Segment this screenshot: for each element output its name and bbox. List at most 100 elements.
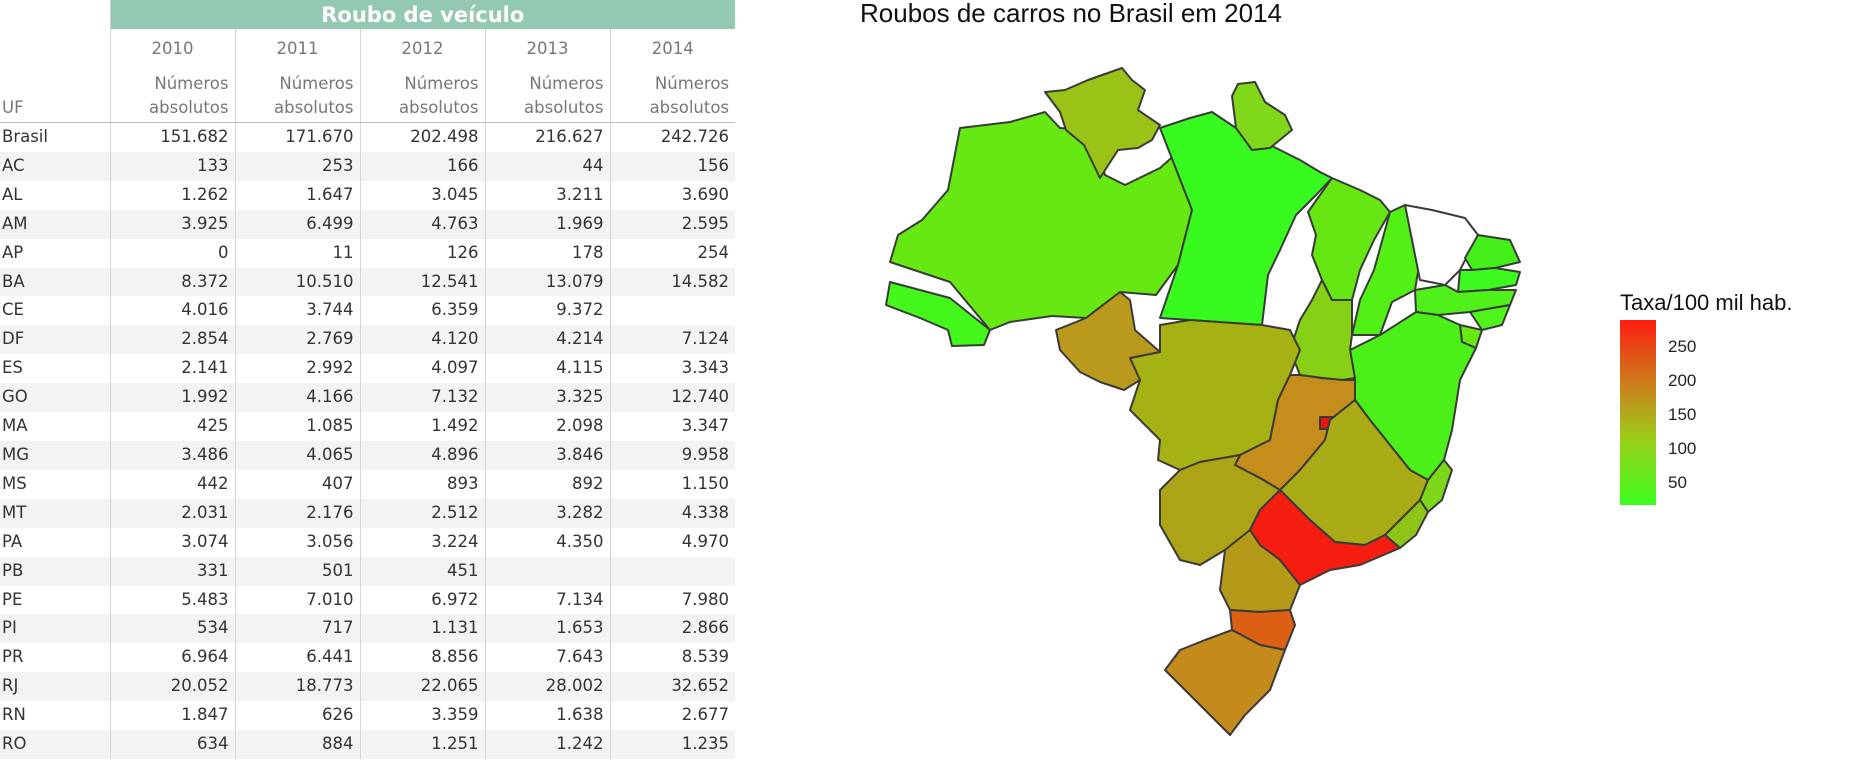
brazil-map <box>885 67 1521 736</box>
value-cell: 4.338 <box>609 498 736 528</box>
value-cell: 1.085 <box>234 412 360 441</box>
table-row: MT 2.031 2.176 2.512 3.282 4.338 <box>0 498 736 528</box>
value-cell: 20.052 <box>109 672 235 702</box>
value-cell: 634 <box>109 730 235 759</box>
value-cell: 2.769 <box>234 325 360 355</box>
value-cell: 8.856 <box>359 643 485 673</box>
value-cell: 2.595 <box>609 209 736 239</box>
uf-cell: PB <box>0 556 110 586</box>
value-cell: 7.010 <box>234 585 360 615</box>
value-cell: 892 <box>484 469 610 499</box>
table-row: AL 1.262 1.647 3.045 3.211 3.690 <box>0 180 736 210</box>
uf-cell: RJ <box>0 672 110 702</box>
uf-cell: AM <box>0 209 110 239</box>
uf-cell: DF <box>0 325 110 355</box>
value-cell: 9.958 <box>609 440 736 470</box>
value-cell: 202.498 <box>359 122 485 152</box>
value-cell: 8.539 <box>609 643 736 673</box>
uf-column-header: UF <box>0 66 110 123</box>
table-row: PR 6.964 6.441 8.856 7.643 8.539 <box>0 643 736 673</box>
value-cell: 4.097 <box>359 354 485 384</box>
value-cell: 4.166 <box>234 383 360 413</box>
value-cell: 3.347 <box>609 412 736 441</box>
measure-header-line2: absolutos <box>149 98 229 117</box>
legend-tick <box>1656 449 1662 450</box>
value-cell: 6.964 <box>109 643 235 673</box>
uf-cell: PI <box>0 614 110 644</box>
value-cell: 3.074 <box>109 527 235 557</box>
measure-header-line1: Números <box>404 74 479 93</box>
title-spacer <box>0 0 110 29</box>
value-cell <box>609 556 736 586</box>
table-row: RO 634 884 1.251 1.242 1.235 <box>0 730 736 759</box>
value-cell: 178 <box>484 238 610 268</box>
value-cell: 717 <box>234 614 360 644</box>
year-header: 2014 <box>609 29 736 66</box>
value-cell: 3.359 <box>359 701 485 731</box>
uf-cell: AP <box>2 242 24 262</box>
value-cell: 44 <box>484 151 610 181</box>
state-RO <box>1055 291 1161 391</box>
value-cell: 3.325 <box>484 383 610 413</box>
uf-cell: AC <box>0 151 110 181</box>
value-cell: 3.846 <box>484 440 610 470</box>
legend-label-100: 100 <box>1668 439 1697 458</box>
legend-tick <box>1656 483 1662 484</box>
value-cell: 442 <box>109 469 235 499</box>
value-cell: 1.262 <box>109 180 235 210</box>
value-cell: 7.980 <box>609 585 736 615</box>
value-cell: 1.492 <box>359 412 485 441</box>
value-cell: 4.214 <box>484 325 610 355</box>
value-cell: 253 <box>234 151 360 181</box>
state-RS <box>1164 629 1286 736</box>
value-cell: 8.372 <box>109 267 235 297</box>
value-cell: 1.847 <box>109 701 235 731</box>
year-spacer <box>0 29 110 66</box>
uf-cell: MT <box>0 498 110 528</box>
table-body: Brasil 151.682 171.670 202.498 216.627 242.72… <box>0 122 736 759</box>
value-cell: 451 <box>359 556 485 586</box>
value-cell: 2.677 <box>609 701 736 731</box>
value-cell: 3.224 <box>359 527 485 557</box>
state-AP <box>1231 81 1293 151</box>
table-row: MS 442 407 893 892 1.150 <box>0 469 736 499</box>
value-cell: 6.359 <box>359 296 485 326</box>
value-cell: 171.670 <box>234 122 360 152</box>
value-cell: 28.002 <box>484 672 610 702</box>
uf-cell: RN <box>2 705 26 725</box>
value-cell: 6.972 <box>359 585 485 615</box>
table-row: RN 1.847 626 3.359 1.638 2.677 <box>0 701 736 731</box>
value-cell: 254 <box>609 238 736 268</box>
uf-cell: ES <box>2 358 23 378</box>
value-cell: 1.638 <box>484 701 610 731</box>
value-cell: 18.773 <box>234 672 360 702</box>
legend-tick <box>1656 347 1662 348</box>
measure-header: Números absolutos <box>109 66 235 123</box>
value-cell: 626 <box>234 701 360 731</box>
measure-header-line1: Números <box>529 74 604 93</box>
value-cell: 4.115 <box>484 354 610 384</box>
value-cell: 2.141 <box>109 354 235 384</box>
value-cell: 0 <box>109 238 235 268</box>
value-cell: 2.866 <box>609 614 736 644</box>
measure-header-line2: absolutos <box>524 98 604 117</box>
value-cell: 4.350 <box>484 527 610 557</box>
table-row: CE 4.016 3.744 6.359 9.372 <box>0 296 736 326</box>
value-cell: 501 <box>234 556 360 586</box>
table-row: AM 3.925 6.499 4.763 1.969 2.595 <box>0 209 736 239</box>
table-row: PA 3.074 3.056 3.224 4.350 4.970 <box>0 527 736 557</box>
uf-cell: MG <box>0 440 110 470</box>
value-cell: 32.652 <box>609 672 736 702</box>
uf-cell: PR <box>2 647 24 667</box>
uf-cell: AL <box>2 184 23 204</box>
value-cell: 242.726 <box>609 122 736 152</box>
table-row: AP 0 11 126 178 254 <box>0 238 736 268</box>
value-cell: 1.242 <box>484 730 610 759</box>
value-cell: 126 <box>359 238 485 268</box>
value-cell: 166 <box>359 151 485 181</box>
value-cell: 1.150 <box>609 469 736 499</box>
value-cell: 3.211 <box>484 180 610 210</box>
value-cell: 4.970 <box>609 527 736 557</box>
value-cell: 14.582 <box>609 267 736 297</box>
table-row: MG 3.486 4.065 4.896 3.846 9.958 <box>0 440 736 470</box>
